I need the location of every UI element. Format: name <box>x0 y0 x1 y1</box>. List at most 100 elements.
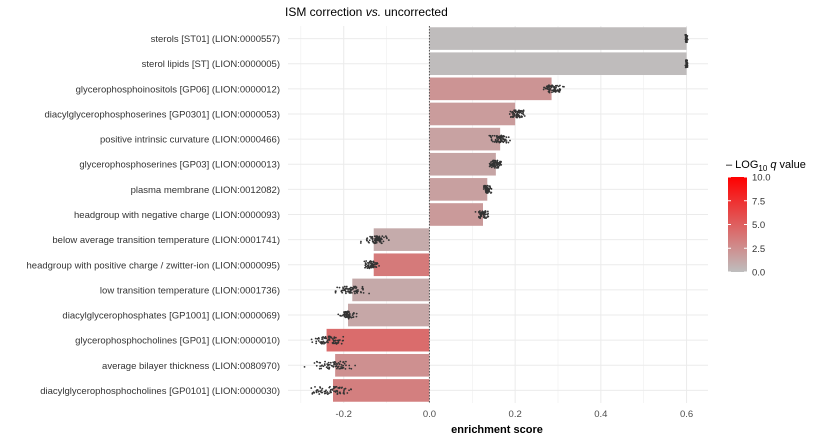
jitter-point <box>513 114 516 117</box>
y-tick-label: diacylglycerophosphates [GP1001] (LION:0… <box>62 311 280 322</box>
jitter-point <box>319 365 322 368</box>
jitter-point <box>366 239 368 242</box>
jitter-point <box>354 290 357 293</box>
jitter-point <box>360 240 362 243</box>
jitter-point <box>346 312 349 315</box>
jitter-point <box>517 114 520 117</box>
jitter-point <box>488 189 491 191</box>
jitter-point <box>685 40 688 43</box>
jitter-point <box>552 90 555 92</box>
jitter-point <box>362 292 365 294</box>
jitter-point <box>315 364 318 367</box>
jitter-point <box>378 265 380 267</box>
jitter-point <box>318 337 320 340</box>
jitter-point <box>502 138 505 141</box>
jitter-point <box>338 386 341 389</box>
jitter-point <box>328 392 330 394</box>
jitter-point <box>497 166 499 168</box>
jitter-point <box>323 341 325 344</box>
jitter-point <box>372 261 375 264</box>
jitter-point <box>493 141 496 143</box>
legend-title-part: value <box>777 159 806 171</box>
jitter-point <box>685 60 688 63</box>
jitter-point <box>517 110 519 113</box>
jitter-point <box>336 367 338 370</box>
jitter-point <box>371 238 374 241</box>
jitter-point <box>550 85 553 88</box>
y-tick-label: diacylglycerophosphoserines [GP0301] (LI… <box>44 109 280 120</box>
jitter-point <box>339 367 342 370</box>
jitter-point <box>342 335 345 338</box>
jitter-point <box>321 387 324 390</box>
jitter-point <box>326 367 329 370</box>
jitter-point <box>373 239 376 242</box>
bar <box>333 379 430 402</box>
jitter-point <box>325 366 328 369</box>
jitter-point <box>343 311 345 313</box>
jitter-point <box>495 161 498 164</box>
jitter-point <box>336 392 339 394</box>
jitter-point <box>328 386 331 389</box>
y-tick-label: diacylglycerophosphocholines [GP0101] (L… <box>40 386 280 397</box>
jitter-point <box>685 36 688 39</box>
jitter-point <box>486 213 489 216</box>
jitter-point <box>490 138 493 141</box>
jitter-point <box>479 215 482 218</box>
jitter-point <box>357 290 359 293</box>
jitter-point <box>479 216 481 219</box>
legend-title-part: q <box>767 159 777 171</box>
legend-tick-label: 7.5 <box>752 196 765 207</box>
jitter-point <box>371 240 374 243</box>
jitter-point <box>686 63 689 65</box>
jitter-point <box>345 292 347 295</box>
title-part: vs. <box>366 5 381 19</box>
jitter-point <box>510 115 512 118</box>
jitter-point <box>351 292 353 294</box>
jitter-point <box>482 188 485 190</box>
legend-tick-label: 0.0 <box>752 268 765 279</box>
legend-tick-label: 2.5 <box>752 244 765 255</box>
jitter-point <box>321 391 324 394</box>
bar <box>429 178 488 201</box>
jitter-point <box>484 217 486 219</box>
jitter-point <box>332 365 334 368</box>
jitter-point <box>500 135 503 138</box>
jitter-point <box>374 237 377 239</box>
jitter-point <box>349 316 351 318</box>
jitter-point <box>349 286 352 289</box>
jitter-point <box>551 91 553 94</box>
jitter-point <box>382 240 385 243</box>
jitter-point <box>519 111 522 114</box>
jitter-point <box>511 113 514 116</box>
y-tick-label: glycerophosphocholines [GP01] (LION:0000… <box>75 336 280 347</box>
jitter-point <box>364 262 367 265</box>
jitter-point <box>488 162 491 165</box>
jitter-point <box>340 290 343 293</box>
jitter-point <box>344 316 347 319</box>
jitter-point <box>507 136 510 139</box>
bar <box>373 228 430 251</box>
jitter-point <box>482 216 485 218</box>
jitter-point <box>349 288 352 291</box>
jitter-point <box>368 241 370 244</box>
jitter-point <box>313 391 315 394</box>
jitter-point <box>509 110 512 113</box>
jitter-point <box>559 89 561 92</box>
jitter-point <box>319 386 321 388</box>
jitter-point <box>363 260 366 263</box>
jitter-point <box>338 363 341 365</box>
jitter-point <box>313 362 316 364</box>
jitter-point <box>387 239 390 241</box>
jitter-point <box>554 88 557 90</box>
y-tick-label: sterols [ST01] (LION:0000557) <box>151 34 280 45</box>
jitter-point <box>374 242 377 244</box>
jitter-point <box>522 111 525 114</box>
jitter-point <box>340 342 343 345</box>
jitter-point <box>354 364 357 367</box>
jitter-point <box>324 360 326 363</box>
jitter-point <box>685 64 687 67</box>
jitter-point <box>505 140 508 142</box>
bar <box>429 27 687 50</box>
jitter-point <box>520 109 523 112</box>
jitter-point <box>484 210 487 213</box>
